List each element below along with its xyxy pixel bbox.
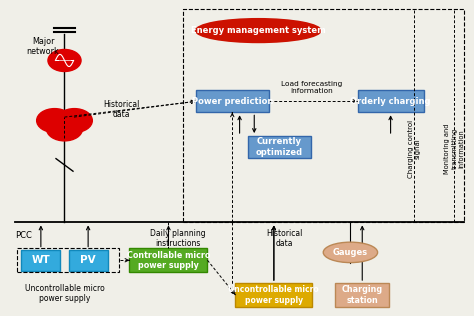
Text: Major
network: Major network: [27, 37, 59, 56]
Text: Controllable micro
power supply: Controllable micro power supply: [127, 251, 210, 270]
Text: PCC: PCC: [15, 231, 32, 240]
Text: Uncontrollable micro
power supply: Uncontrollable micro power supply: [228, 285, 319, 305]
Text: Energy management system: Energy management system: [191, 26, 326, 35]
FancyBboxPatch shape: [129, 248, 208, 272]
FancyBboxPatch shape: [196, 90, 269, 112]
Text: Load forecasting
information: Load forecasting information: [281, 81, 342, 94]
Circle shape: [48, 50, 81, 71]
Ellipse shape: [323, 242, 378, 263]
Circle shape: [36, 109, 73, 132]
Text: Gauges: Gauges: [333, 248, 368, 257]
FancyBboxPatch shape: [21, 250, 60, 271]
Text: Uncontrollable micro
power supply: Uncontrollable micro power supply: [25, 284, 104, 303]
FancyBboxPatch shape: [247, 136, 311, 158]
Text: Power prediction: Power prediction: [191, 97, 273, 106]
Text: Charging control
signal: Charging control signal: [408, 119, 421, 178]
Text: Currently
optimized: Currently optimized: [256, 137, 303, 157]
Text: Monitoring and
transmitting
information: Monitoring and transmitting information: [445, 123, 465, 174]
Ellipse shape: [196, 19, 321, 42]
Text: Charging
station: Charging station: [342, 285, 383, 305]
Text: Daily planning
instructions: Daily planning instructions: [150, 228, 206, 248]
Text: Historical
data: Historical data: [266, 228, 302, 248]
FancyBboxPatch shape: [357, 90, 424, 112]
FancyBboxPatch shape: [69, 250, 108, 271]
Text: PV: PV: [80, 255, 96, 265]
Circle shape: [56, 109, 92, 132]
Circle shape: [46, 117, 82, 141]
Text: Historical
data: Historical data: [103, 100, 139, 119]
Text: Orderly charging: Orderly charging: [350, 97, 431, 106]
FancyBboxPatch shape: [335, 283, 390, 307]
FancyBboxPatch shape: [236, 283, 312, 307]
Text: WT: WT: [31, 255, 50, 265]
